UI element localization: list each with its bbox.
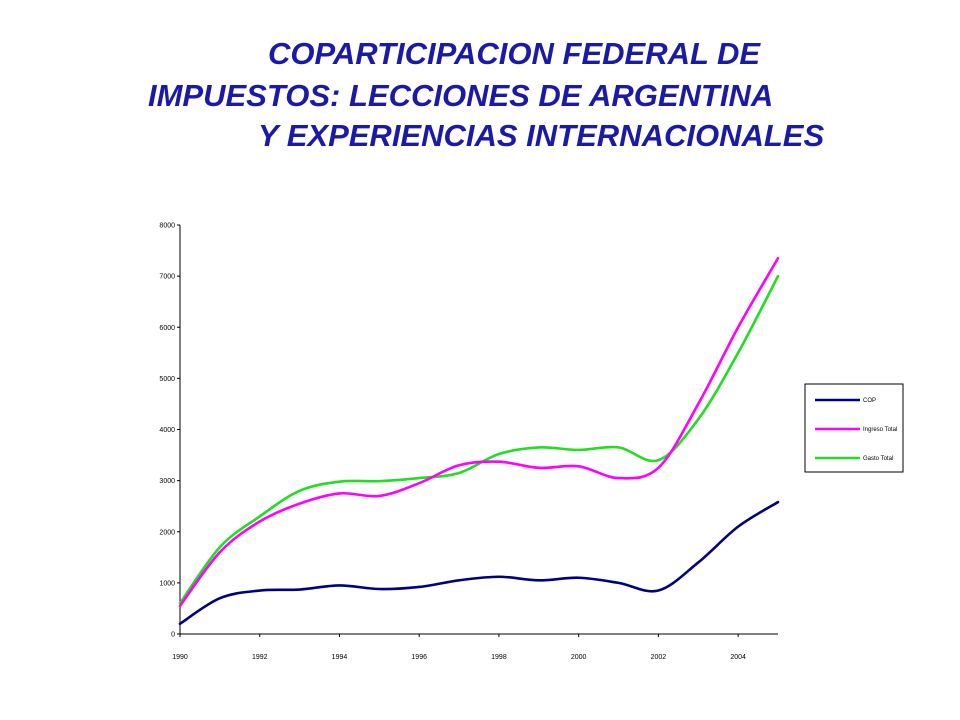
y-tick-label: 6000 xyxy=(159,325,175,332)
legend-label: Ingreso Total xyxy=(863,427,897,433)
y-tick-label: 0 xyxy=(171,632,175,639)
x-tick-label: 2002 xyxy=(651,654,667,661)
y-tick-label: 4000 xyxy=(159,427,175,434)
title-line-3: Y EXPERIENCIAS INTERNACIONALES xyxy=(258,118,825,153)
x-tick-label: 2000 xyxy=(571,654,587,661)
x-tick-label: 2004 xyxy=(730,654,746,661)
x-tick-label: 1992 xyxy=(252,654,268,661)
y-tick-label: 2000 xyxy=(159,529,175,536)
legend: COP Ingreso Total Gasto Total xyxy=(804,383,904,473)
chart-axes xyxy=(177,224,778,637)
legend-label: Gasto Total xyxy=(863,456,893,462)
x-tick-labels: 1990 1992 1994 1996 1998 2000 2002 2004 xyxy=(172,654,746,661)
y-tick-label: 1000 xyxy=(159,580,175,587)
series-line-gasto-total xyxy=(178,274,780,605)
title-line-1: COPARTICIPACION FEDERAL DE xyxy=(268,36,761,71)
y-tick-label: 3000 xyxy=(159,478,175,485)
y-tick-labels: 0 1000 2000 3000 4000 5000 6000 7000 8000 xyxy=(159,223,175,639)
slide-title: COPARTICIPACION FEDERAL DE IMPUESTOS: LE… xyxy=(0,0,960,170)
legend-label: COP xyxy=(863,398,876,404)
series-line-cop xyxy=(178,500,780,626)
series-lines xyxy=(178,256,780,626)
y-tick-label: 5000 xyxy=(159,376,175,383)
x-tick-label: 1998 xyxy=(491,654,507,661)
x-tick-label: 1990 xyxy=(172,654,188,661)
x-tick-label: 1994 xyxy=(332,654,348,661)
title-line-2: IMPUESTOS: LECCIONES DE ARGENTINA xyxy=(148,78,774,113)
x-tick-label: 1996 xyxy=(411,654,427,661)
series-line-ingreso-total xyxy=(178,256,780,608)
y-tick-label: 8000 xyxy=(159,223,175,230)
y-tick-label: 7000 xyxy=(159,274,175,281)
